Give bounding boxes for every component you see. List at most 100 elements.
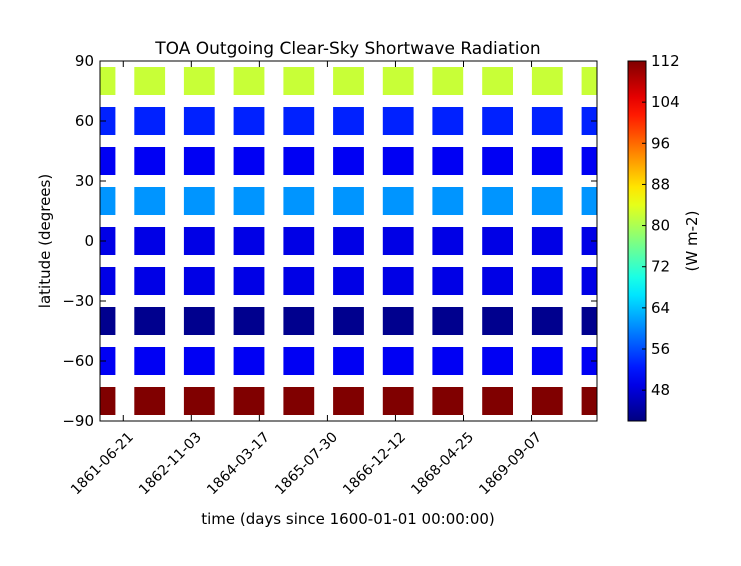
heatmap-cell xyxy=(100,347,116,375)
colorbar-tick-label: 104 xyxy=(651,93,680,111)
heatmap-cell xyxy=(382,107,414,135)
heatmap-cell xyxy=(283,107,315,135)
heatmap-cell xyxy=(333,307,364,335)
heatmap-cell xyxy=(581,387,597,415)
heatmap-cell xyxy=(382,147,414,175)
y-tick-label: 60 xyxy=(75,112,94,130)
heatmap-cell xyxy=(482,187,513,215)
colorbar-tick-label: 72 xyxy=(651,258,670,276)
y-axis-label: latitude (degrees) xyxy=(36,174,54,308)
heatmap-cell xyxy=(482,67,513,95)
heatmap-cell xyxy=(233,227,265,255)
heatmap-cell xyxy=(233,107,265,135)
heatmap-cell xyxy=(183,307,215,335)
heatmap-cell xyxy=(183,267,215,295)
heatmap-cell xyxy=(382,67,414,95)
heatmap-cell xyxy=(283,347,315,375)
colorbar-tick-label: 96 xyxy=(651,134,670,152)
heatmap-cell xyxy=(233,147,265,175)
heatmap-cell xyxy=(100,227,116,255)
heatmap-cell xyxy=(100,307,116,335)
heatmap-cell xyxy=(432,307,464,335)
heatmap-cell xyxy=(233,267,265,295)
heatmap-cell xyxy=(531,227,563,255)
y-tick-label: −30 xyxy=(62,292,94,310)
heatmap-cell xyxy=(432,267,464,295)
heatmap-cell xyxy=(581,227,597,255)
heatmap-cell xyxy=(233,307,265,335)
heatmap-cell xyxy=(382,267,414,295)
heatmap-cell xyxy=(531,187,563,215)
heatmap-cell xyxy=(531,107,563,135)
heatmap-cell xyxy=(100,187,116,215)
y-tick-label: 0 xyxy=(84,232,94,250)
heatmap-cell xyxy=(432,67,464,95)
heatmap-cell xyxy=(100,147,116,175)
heatmap-cell xyxy=(333,387,364,415)
heatmap-cell xyxy=(581,187,597,215)
heatmap-cell xyxy=(100,107,116,135)
heatmap-cell xyxy=(531,347,563,375)
heatmap-cell xyxy=(482,347,513,375)
heatmap-cell xyxy=(283,307,315,335)
heatmap-cell xyxy=(382,307,414,335)
heatmap-cell xyxy=(581,267,597,295)
colorbar-tick-label: 64 xyxy=(651,299,670,317)
colorbar-tick-label: 112 xyxy=(651,52,680,70)
heatmap-cell xyxy=(134,147,166,175)
heatmap-cell xyxy=(531,267,563,295)
heatmap-cell xyxy=(134,387,166,415)
heatmap-cell xyxy=(283,227,315,255)
colorbar-tick-label: 88 xyxy=(651,175,670,193)
heatmap-cell xyxy=(531,147,563,175)
heatmap-cell xyxy=(283,147,315,175)
heatmap-cell xyxy=(233,187,265,215)
heatmap-cell xyxy=(100,267,116,295)
heatmap-cell xyxy=(283,267,315,295)
heatmap-cell xyxy=(482,307,513,335)
heatmap-cell xyxy=(382,187,414,215)
heatmap-cell xyxy=(183,187,215,215)
heatmap-cell xyxy=(333,347,364,375)
x-axis-label: time (days since 1600-01-01 00:00:00) xyxy=(201,510,495,528)
heatmap-cell xyxy=(283,187,315,215)
y-tick-label: −60 xyxy=(62,352,94,370)
heatmap-cell xyxy=(233,67,265,95)
heatmap-cell xyxy=(432,147,464,175)
heatmap-cell xyxy=(333,227,364,255)
heatmap-cell xyxy=(382,387,414,415)
heatmap-cell xyxy=(283,67,315,95)
heatmap-cell xyxy=(581,107,597,135)
heatmap-cell xyxy=(233,387,265,415)
heatmap-cells xyxy=(100,67,597,415)
heatmap-cell xyxy=(432,347,464,375)
colorbar-ticks: 48 56 64 72 80 88 96 104 112 xyxy=(642,52,680,399)
colorbar-tick-label: 56 xyxy=(651,340,670,358)
heatmap-cell xyxy=(134,67,166,95)
heatmap-cell xyxy=(581,147,597,175)
heatmap-cell xyxy=(134,227,166,255)
heatmap-cell xyxy=(581,67,597,95)
heatmap-cell xyxy=(432,107,464,135)
heatmap-cell xyxy=(333,107,364,135)
heatmap-cell xyxy=(333,147,364,175)
heatmap-cell xyxy=(432,227,464,255)
y-axis-ticks: −90 −60 −30 0 30 60 90 xyxy=(62,52,597,430)
heatmap-cell xyxy=(531,387,563,415)
heatmap-cell xyxy=(531,67,563,95)
heatmap-cell xyxy=(333,187,364,215)
heatmap-cell xyxy=(183,347,215,375)
heatmap-cell xyxy=(100,67,116,95)
y-tick-label: 30 xyxy=(75,172,94,190)
heatmap-cell xyxy=(100,387,116,415)
heatmap-cell xyxy=(432,387,464,415)
heatmap-cell xyxy=(183,387,215,415)
colorbar-label: (W m-2) xyxy=(683,211,701,272)
heatmap-cell xyxy=(531,307,563,335)
heatmap-cell xyxy=(134,267,166,295)
heatmap-cell xyxy=(482,267,513,295)
y-tick-label: −90 xyxy=(62,412,94,430)
heatmap-cell xyxy=(432,187,464,215)
